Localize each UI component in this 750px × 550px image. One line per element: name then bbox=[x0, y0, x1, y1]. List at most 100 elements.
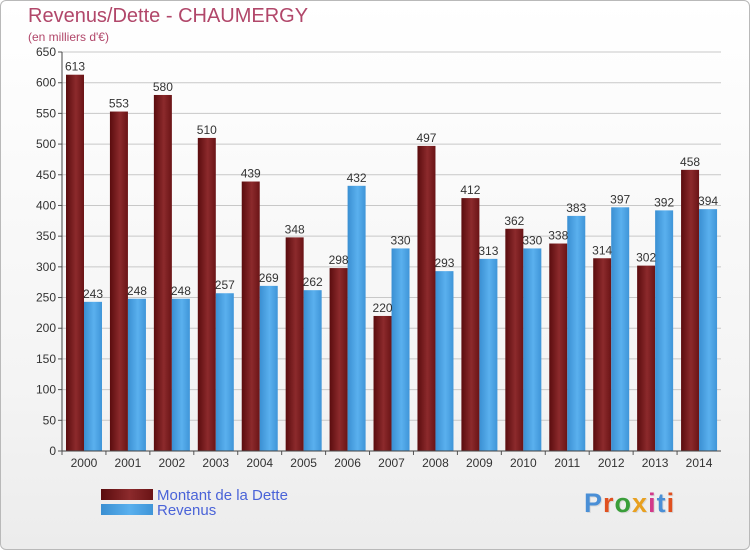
bar-dette bbox=[66, 74, 84, 451]
logo-letter: i bbox=[648, 488, 657, 518]
x-tick-label: 2006 bbox=[334, 456, 361, 470]
bar-revenus bbox=[171, 298, 190, 451]
data-label: 510 bbox=[197, 123, 217, 137]
bar-dette bbox=[241, 181, 260, 451]
y-tick-label: 450 bbox=[36, 168, 56, 182]
proxiti-logo: Proxiti bbox=[584, 488, 675, 519]
bar-revenus bbox=[347, 185, 366, 451]
axes bbox=[61, 52, 721, 452]
bar-dette bbox=[417, 145, 436, 451]
y-tick-label: 100 bbox=[36, 383, 56, 397]
logo-letter: i bbox=[666, 488, 676, 518]
x-tick-label: 2007 bbox=[378, 456, 405, 470]
data-label: 248 bbox=[171, 284, 191, 298]
chart-title: Revenus/Dette - CHAUMERGY bbox=[28, 5, 309, 27]
bar-revenus bbox=[699, 209, 718, 451]
bar-revenus bbox=[611, 207, 630, 451]
x-tick-label: 2009 bbox=[466, 456, 493, 470]
data-label: 432 bbox=[347, 171, 367, 185]
bar-revenus bbox=[391, 248, 410, 451]
data-label: 243 bbox=[83, 287, 103, 301]
bar-dette bbox=[373, 315, 392, 451]
bar-revenus bbox=[259, 285, 278, 451]
x-tick-label: 2002 bbox=[158, 456, 185, 470]
y-tick-label: 300 bbox=[36, 260, 56, 274]
bar-revenus bbox=[567, 215, 586, 451]
x-tick-label: 2000 bbox=[71, 456, 98, 470]
bar-dette bbox=[681, 169, 700, 451]
data-label: 580 bbox=[153, 80, 173, 94]
data-label: 269 bbox=[259, 271, 279, 285]
bars bbox=[66, 74, 718, 451]
bar-dette bbox=[549, 243, 568, 451]
x-tick-label: 2001 bbox=[115, 456, 142, 470]
logo-letter: x bbox=[632, 488, 649, 518]
x-tick-label: 2010 bbox=[510, 456, 537, 470]
data-label: 412 bbox=[460, 183, 480, 197]
bar-dette bbox=[109, 111, 128, 451]
bar-revenus bbox=[523, 248, 542, 451]
bar-revenus bbox=[84, 301, 102, 451]
y-axis-ticks: 0 50 100 150 200 250 300 350 400 450 500 550 600 650 bbox=[36, 45, 62, 458]
data-label: 262 bbox=[303, 275, 323, 289]
data-label: 248 bbox=[127, 284, 147, 298]
bar-revenus bbox=[215, 293, 234, 451]
logo-letter: o bbox=[614, 488, 633, 518]
data-label: 313 bbox=[478, 244, 498, 258]
data-label: 298 bbox=[329, 253, 349, 267]
data-label: 257 bbox=[215, 278, 235, 292]
data-label: 314 bbox=[592, 243, 612, 257]
logo-letter: P bbox=[584, 488, 604, 518]
data-label: 330 bbox=[391, 233, 411, 247]
data-label: 293 bbox=[434, 256, 454, 270]
y-tick-label: 0 bbox=[49, 444, 56, 458]
data-label: 302 bbox=[636, 251, 656, 265]
x-tick-label: 2013 bbox=[642, 456, 669, 470]
y-tick-label: 200 bbox=[36, 321, 56, 335]
y-tick-label: 650 bbox=[36, 45, 56, 59]
y-tick-label: 400 bbox=[36, 198, 56, 212]
x-tick-label: 2012 bbox=[598, 456, 625, 470]
data-label: 338 bbox=[548, 229, 568, 243]
bar-dette bbox=[637, 265, 656, 451]
data-label: 613 bbox=[65, 60, 85, 74]
data-label: 497 bbox=[416, 131, 436, 145]
y-tick-label: 50 bbox=[43, 413, 57, 427]
bar-dette bbox=[505, 228, 524, 451]
y-tick-label: 350 bbox=[36, 229, 56, 243]
y-tick-label: 600 bbox=[36, 76, 56, 90]
bar-revenus bbox=[303, 290, 322, 451]
x-tick-label: 2011 bbox=[554, 456, 580, 470]
y-tick-label: 150 bbox=[36, 352, 56, 366]
bar-dette bbox=[197, 137, 216, 451]
data-label: 439 bbox=[241, 167, 261, 181]
bar-revenus bbox=[655, 210, 674, 451]
data-label: 220 bbox=[373, 301, 393, 315]
data-label: 553 bbox=[109, 97, 129, 111]
data-label: 383 bbox=[566, 201, 586, 215]
bar-revenus bbox=[479, 258, 498, 451]
bar-dette bbox=[593, 258, 612, 451]
data-label: 392 bbox=[654, 195, 674, 209]
data-label: 394 bbox=[698, 194, 718, 208]
bar-dette bbox=[329, 268, 348, 451]
y-tick-label: 500 bbox=[36, 137, 56, 151]
bar-revenus bbox=[127, 298, 146, 451]
data-label: 458 bbox=[680, 155, 700, 169]
y-tick-label: 250 bbox=[36, 291, 56, 305]
data-label: 330 bbox=[522, 233, 542, 247]
data-label: 397 bbox=[610, 192, 630, 206]
x-axis-ticks: 2000 2001 2002 2003 2004 2005 2006 2007 2008 2009… bbox=[61, 451, 713, 470]
bar-dette bbox=[285, 237, 304, 451]
data-label: 362 bbox=[504, 214, 524, 228]
legend-swatch-revenus bbox=[101, 504, 153, 515]
logo-letter: t bbox=[656, 488, 667, 518]
value-labels: 613 243 553 248 580 248 510 257 439 269 348 262 298 4… bbox=[65, 60, 718, 315]
bar-dette bbox=[461, 198, 480, 451]
x-tick-label: 2005 bbox=[290, 456, 317, 470]
legend-swatch-dette bbox=[101, 489, 153, 500]
legend-label-dette: Montant de la Dette bbox=[157, 487, 288, 504]
